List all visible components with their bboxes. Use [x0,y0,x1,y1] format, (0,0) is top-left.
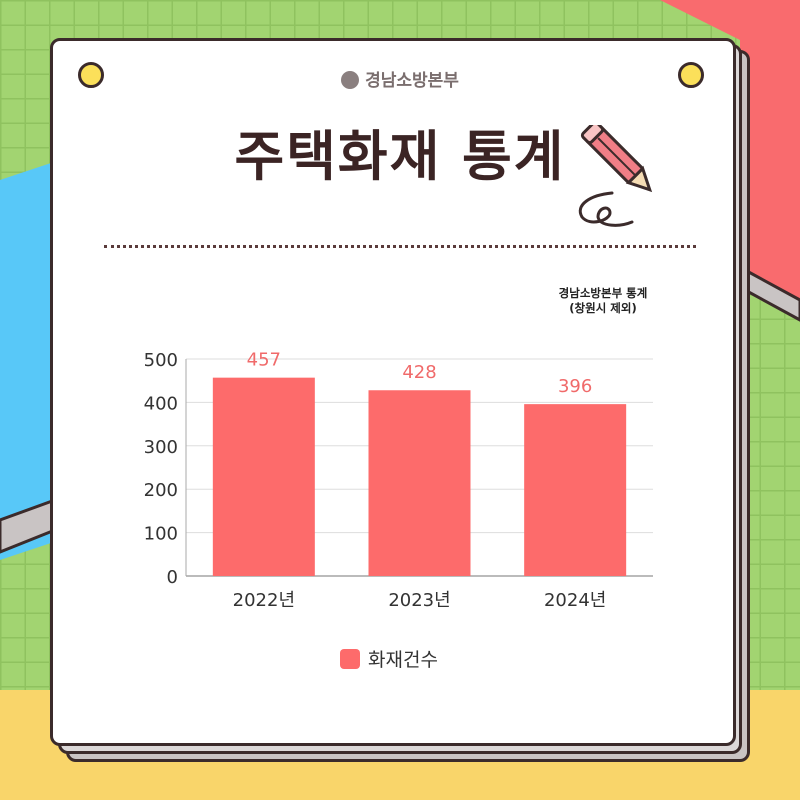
fire-station-logo-icon [341,71,360,89]
bar [212,377,315,576]
pink-shape [660,0,800,300]
pin-icon [678,62,704,88]
pin-icon [78,62,104,88]
y-tick-label: 300 [144,437,178,458]
bar [524,404,627,576]
data-label: 428 [402,362,436,383]
dotted-divider [104,245,696,248]
chart-legend: 화재건수 [340,645,438,672]
data-label: 396 [558,376,592,397]
data-label: 457 [247,350,281,371]
y-tick-label: 200 [144,480,178,501]
bar [368,390,471,576]
x-tick-label: 2022년 [233,590,295,611]
x-tick-label: 2023년 [388,590,450,611]
y-tick-label: 400 [144,393,178,414]
x-tick-label: 2024년 [544,590,606,611]
source-note: 경남소방본부 통계 (창원시 제외) [558,286,648,315]
legend-label: 화재건수 [368,649,438,671]
page-title: 주택화재 통계 [234,125,566,188]
y-tick-label: 100 [144,524,178,545]
pencil-icon [578,125,653,227]
legend-swatch [340,648,360,669]
blue-shape [0,160,60,560]
y-tick-label: 500 [144,350,178,371]
y-tick-label: 0 [167,567,178,588]
organization-label: 경남소방본부 [0,66,800,91]
